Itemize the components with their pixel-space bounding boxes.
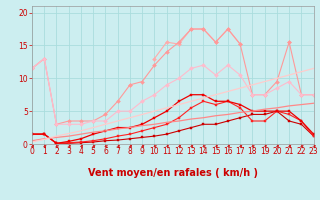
X-axis label: Vent moyen/en rafales ( km/h ): Vent moyen/en rafales ( km/h ) bbox=[88, 168, 258, 178]
